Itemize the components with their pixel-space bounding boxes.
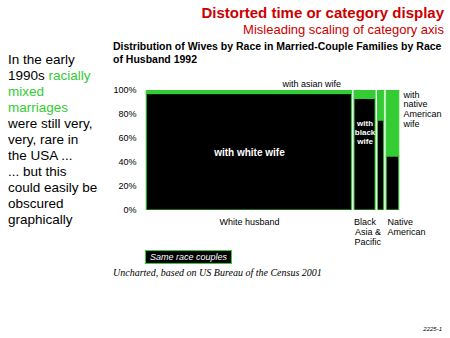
svg-text:Asia &Pacific: Asia &Pacific xyxy=(355,227,382,246)
html-text:Same race couples: Same race couples xyxy=(150,252,227,262)
svg-text:0%: 0% xyxy=(123,205,136,215)
svg-text:60%: 60% xyxy=(118,133,136,143)
html-text:... but this could easily be o: ... but this could easily be obscured gr… xyxy=(8,164,98,227)
svg-text:White husband: White husband xyxy=(219,217,279,227)
svg-text:100%: 100% xyxy=(113,85,136,95)
svg-text:with white wife: with white wife xyxy=(213,147,285,158)
html-text:Uncharted, based on US Bureau: Uncharted, based on US Bureau of the Cen… xyxy=(113,267,322,278)
html-text:were still very, very, rare in: were still very, very, rare in the USA .… xyxy=(8,116,93,163)
svg-text:withnativeAmericanwife: withnativeAmericanwife xyxy=(403,90,442,130)
svg-text:20%: 20% xyxy=(118,181,136,191)
html-text:2225-1: 2225-1 xyxy=(423,326,442,332)
html-text:Distorted time or category dis: Distorted time or category display xyxy=(201,4,444,21)
svg-text:40%: 40% xyxy=(118,157,136,167)
svg-text:80%: 80% xyxy=(118,109,136,119)
svg-text:NativeAmerican: NativeAmerican xyxy=(387,217,425,236)
html-text:In the early 1990s racially mi: In the early 1990s racially mixed marria… xyxy=(8,52,91,115)
svg-text:Black: Black xyxy=(354,217,377,227)
html-text:Distribution of Wives by Race: Distribution of Wives by Race in Married… xyxy=(113,40,442,65)
svg-text:withblackwife: withblackwife xyxy=(355,119,376,146)
html-text:Misleading scaling of category: Misleading scaling of category axis xyxy=(243,22,444,37)
svg-text:with asian wife: with asian wife xyxy=(281,79,341,89)
